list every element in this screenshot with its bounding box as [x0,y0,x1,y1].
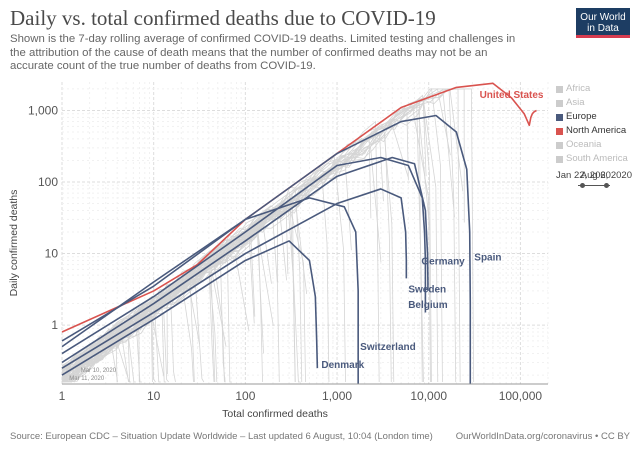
logo-bar [576,35,630,38]
timeline-track[interactable] [578,185,610,186]
series-label: Spain [474,252,501,263]
legend-swatch [556,142,563,149]
legend-item-oceania[interactable]: Oceania [556,138,628,152]
x-tick-label: 10 [147,389,161,403]
owid-logo[interactable]: Our World in Data [576,8,630,38]
legend-item-africa[interactable]: Africa [556,82,628,96]
series-labels: United States Spain Germany Belgium Sweden Sw… [69,90,544,382]
date-annotation: Mar 10, 2020 [81,368,117,374]
logo-line-1: Our World [580,12,626,23]
legend-swatch [556,100,563,107]
series-line [61,156,429,364]
series-lines [61,82,537,384]
y-tick-label: 1 [51,318,58,332]
y-tick-label: 100 [38,175,58,189]
series-line [61,114,472,384]
x-tick-label: 1 [59,389,66,403]
legend-item-asia[interactable]: Asia [556,96,628,110]
source-note: Source: European CDC – Situation Update … [10,431,433,442]
x-axis-title: Total confirmed deaths [222,408,328,420]
series-line [61,240,319,376]
logo-line-2: in Data [587,23,619,34]
source-url[interactable]: OurWorldInData.org/coronavirus • CC BY [455,431,630,442]
legend-swatch [556,128,563,135]
background-country-line [61,88,464,370]
series-label: Sweden [408,284,446,295]
series-label: United States [480,90,544,101]
series-label: Denmark [321,360,364,371]
legend-item-europe[interactable]: Europe [556,110,628,124]
chart-subtitle: Shown is the 7-day rolling average of co… [10,33,516,72]
legend-label: Asia [566,97,585,108]
legend-label: North America [566,125,627,136]
axes: 1 10 100 1,000 10,000 100,000 1 10 100 1,000 Total… [8,103,548,420]
y-tick-label: 1,000 [28,103,58,117]
series-line [61,82,537,333]
legend-label: Europe [566,111,597,122]
background-country-line [61,88,461,383]
background-country-line [61,312,165,383]
timeline-end-label: Aug 6, 2020 [580,170,632,181]
series-label: Germany [421,257,465,268]
timeline-end-handle[interactable] [604,183,609,188]
timeline-start-handle[interactable] [580,183,585,188]
timeline-slider[interactable]: Jan 22, 2020 Aug 6, 2020 [556,170,632,204]
legend-swatch [556,114,563,121]
legend-label: South America [566,153,628,164]
y-tick-label: 10 [45,247,59,261]
series-line [61,188,408,369]
legend-swatch [556,156,563,163]
series-line [61,197,359,384]
date-annotation: Mar 11, 2020 [69,376,105,382]
x-tick-label: 100,000 [499,389,543,403]
x-tick-label: 10,000 [410,389,447,403]
legend-label: Africa [566,83,591,94]
series-label: Belgium [408,300,448,311]
series-line [61,156,427,355]
legend-item-north-america[interactable]: North America [556,124,628,138]
background-country-line [61,229,264,383]
legend-label: Oceania [566,139,602,150]
x-tick-label: 1,000 [322,389,352,403]
x-tick-label: 100 [235,389,255,403]
legend: Africa Asia Europe North America Oceania… [556,82,628,166]
legend-swatch [556,86,563,93]
series-label: Switzerland [360,342,416,353]
legend-item-south-america[interactable]: South America [556,152,628,166]
y-axis-title: Daily confirmed deaths [8,190,20,297]
timeline-start-label: Jan 22, 2020 [556,170,611,181]
chart-title: Daily vs. total confirmed deaths due to … [10,6,436,30]
background-country-line [61,107,431,382]
